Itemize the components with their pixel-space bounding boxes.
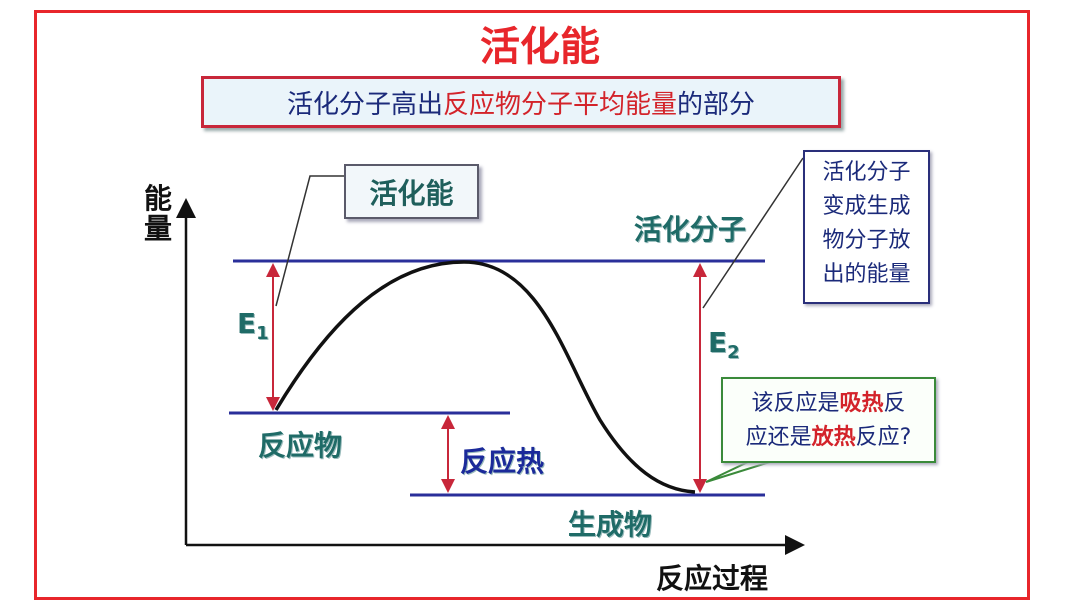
question-2a: 应还是 — [745, 425, 812, 450]
subtitle-part2: 反应物分子平均能量 — [442, 89, 677, 120]
outer-frame — [34, 10, 1030, 600]
question-bubble-tail — [705, 461, 771, 483]
subtitle-part3: 的部分 — [677, 89, 756, 120]
release-line-3: 物分子放 — [822, 228, 911, 253]
question-2c: 反应? — [855, 425, 912, 450]
page-title: 活化能 — [480, 24, 600, 70]
reaction-heat-label: 反应热 — [460, 445, 545, 478]
subtitle-part1: 活化分子高出 — [286, 89, 443, 120]
reactant-label: 反应物 — [258, 429, 343, 462]
e2-label: E2 — [708, 326, 740, 363]
e2-letter: E — [708, 326, 728, 359]
question-2b: 放热 — [811, 425, 856, 450]
e1-subscript: 1 — [256, 323, 269, 344]
release-line-1: 活化分子 — [822, 160, 911, 185]
y-axis-label-2: 量 — [144, 212, 173, 245]
release-line-2: 变成生成 — [822, 194, 911, 219]
e1-letter: E — [237, 307, 257, 340]
reaction-curve — [274, 260, 696, 494]
question-1b: 吸热 — [839, 391, 884, 416]
question-bubble: 该反应是吸热反 应还是放热反应? — [721, 377, 936, 463]
release-line-4: 出的能量 — [822, 262, 911, 287]
activation-energy-label-box: 活化能 — [344, 164, 479, 219]
activated-molecule-label: 活化分子 — [634, 213, 747, 246]
question-1c: 反 — [883, 391, 906, 416]
release-callout-line — [702, 157, 804, 309]
product-label: 生成物 — [568, 508, 653, 541]
e2-subscript: 2 — [727, 342, 740, 363]
x-axis-label: 反应过程 — [656, 562, 769, 595]
e1-label: E1 — [237, 307, 269, 344]
energy-released-box: 活化分子 变成生成 物分子放 出的能量 — [803, 150, 930, 304]
question-1a: 该反应是 — [751, 391, 840, 416]
subtitle-box: 活化分子高出 反应物分子平均能量 的部分 — [201, 76, 841, 128]
activation-callout-line — [275, 175, 344, 307]
y-axis-label-1: 能 — [144, 182, 173, 215]
